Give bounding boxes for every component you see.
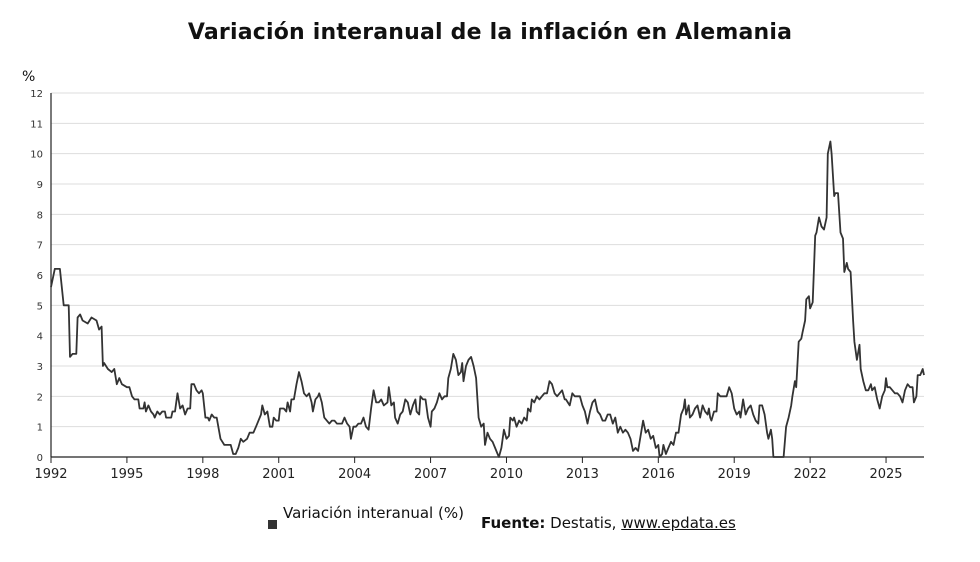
source-note: Fuente: Destatis, www.epdata.es [481, 514, 736, 532]
source-label: Fuente: [481, 514, 546, 532]
source-link[interactable]: www.epdata.es [621, 514, 736, 532]
series-lines [50, 140, 925, 458]
source-text: Destatis, [550, 514, 622, 532]
y-tick-label: 12 [30, 89, 43, 100]
y-tick-label: 10 [30, 150, 43, 161]
y-tick-label: 9 [37, 180, 43, 191]
y-tick-label: 5 [37, 301, 43, 312]
y-tick-label: 3 [37, 362, 43, 373]
x-tick-label: 2022 [794, 467, 827, 482]
y-tick-label: 8 [37, 210, 43, 221]
x-tick-label: 1992 [34, 467, 67, 482]
chart-title: Variación interanual de la inflación en … [187, 20, 793, 45]
x-tick-label: 2025 [869, 467, 902, 482]
x-tick-label: 1998 [186, 467, 219, 482]
y-tick-label: 6 [37, 271, 43, 282]
y-tick-label: 0 [37, 453, 43, 464]
grid-lines [51, 92, 924, 428]
y-tick-label: 11 [30, 119, 43, 130]
x-tick-label: 2010 [490, 467, 523, 482]
legend-label: Variación interanual (%) [283, 504, 464, 522]
x-tick-label: 1995 [110, 467, 143, 482]
y-tick-label: 1 [37, 423, 43, 434]
x-tick-label: 2019 [718, 467, 751, 482]
x-tick-label: 2004 [338, 467, 371, 482]
y-tick-label: 4 [37, 332, 43, 343]
legend-swatch [268, 520, 277, 529]
x-tick-label: 2013 [566, 467, 599, 482]
x-axis: 1992 1995 1998 2001 2004 2007 2010 2013 2016 2019… [34, 456, 924, 482]
y-axis-label: % [22, 69, 35, 85]
x-tick-label: 2016 [642, 467, 675, 482]
series-line [50, 140, 925, 458]
x-tick-label: 2007 [414, 467, 447, 482]
y-tick-label: 7 [37, 241, 43, 252]
y-tick-label: 2 [37, 392, 43, 403]
x-tick-label: 2001 [262, 467, 295, 482]
